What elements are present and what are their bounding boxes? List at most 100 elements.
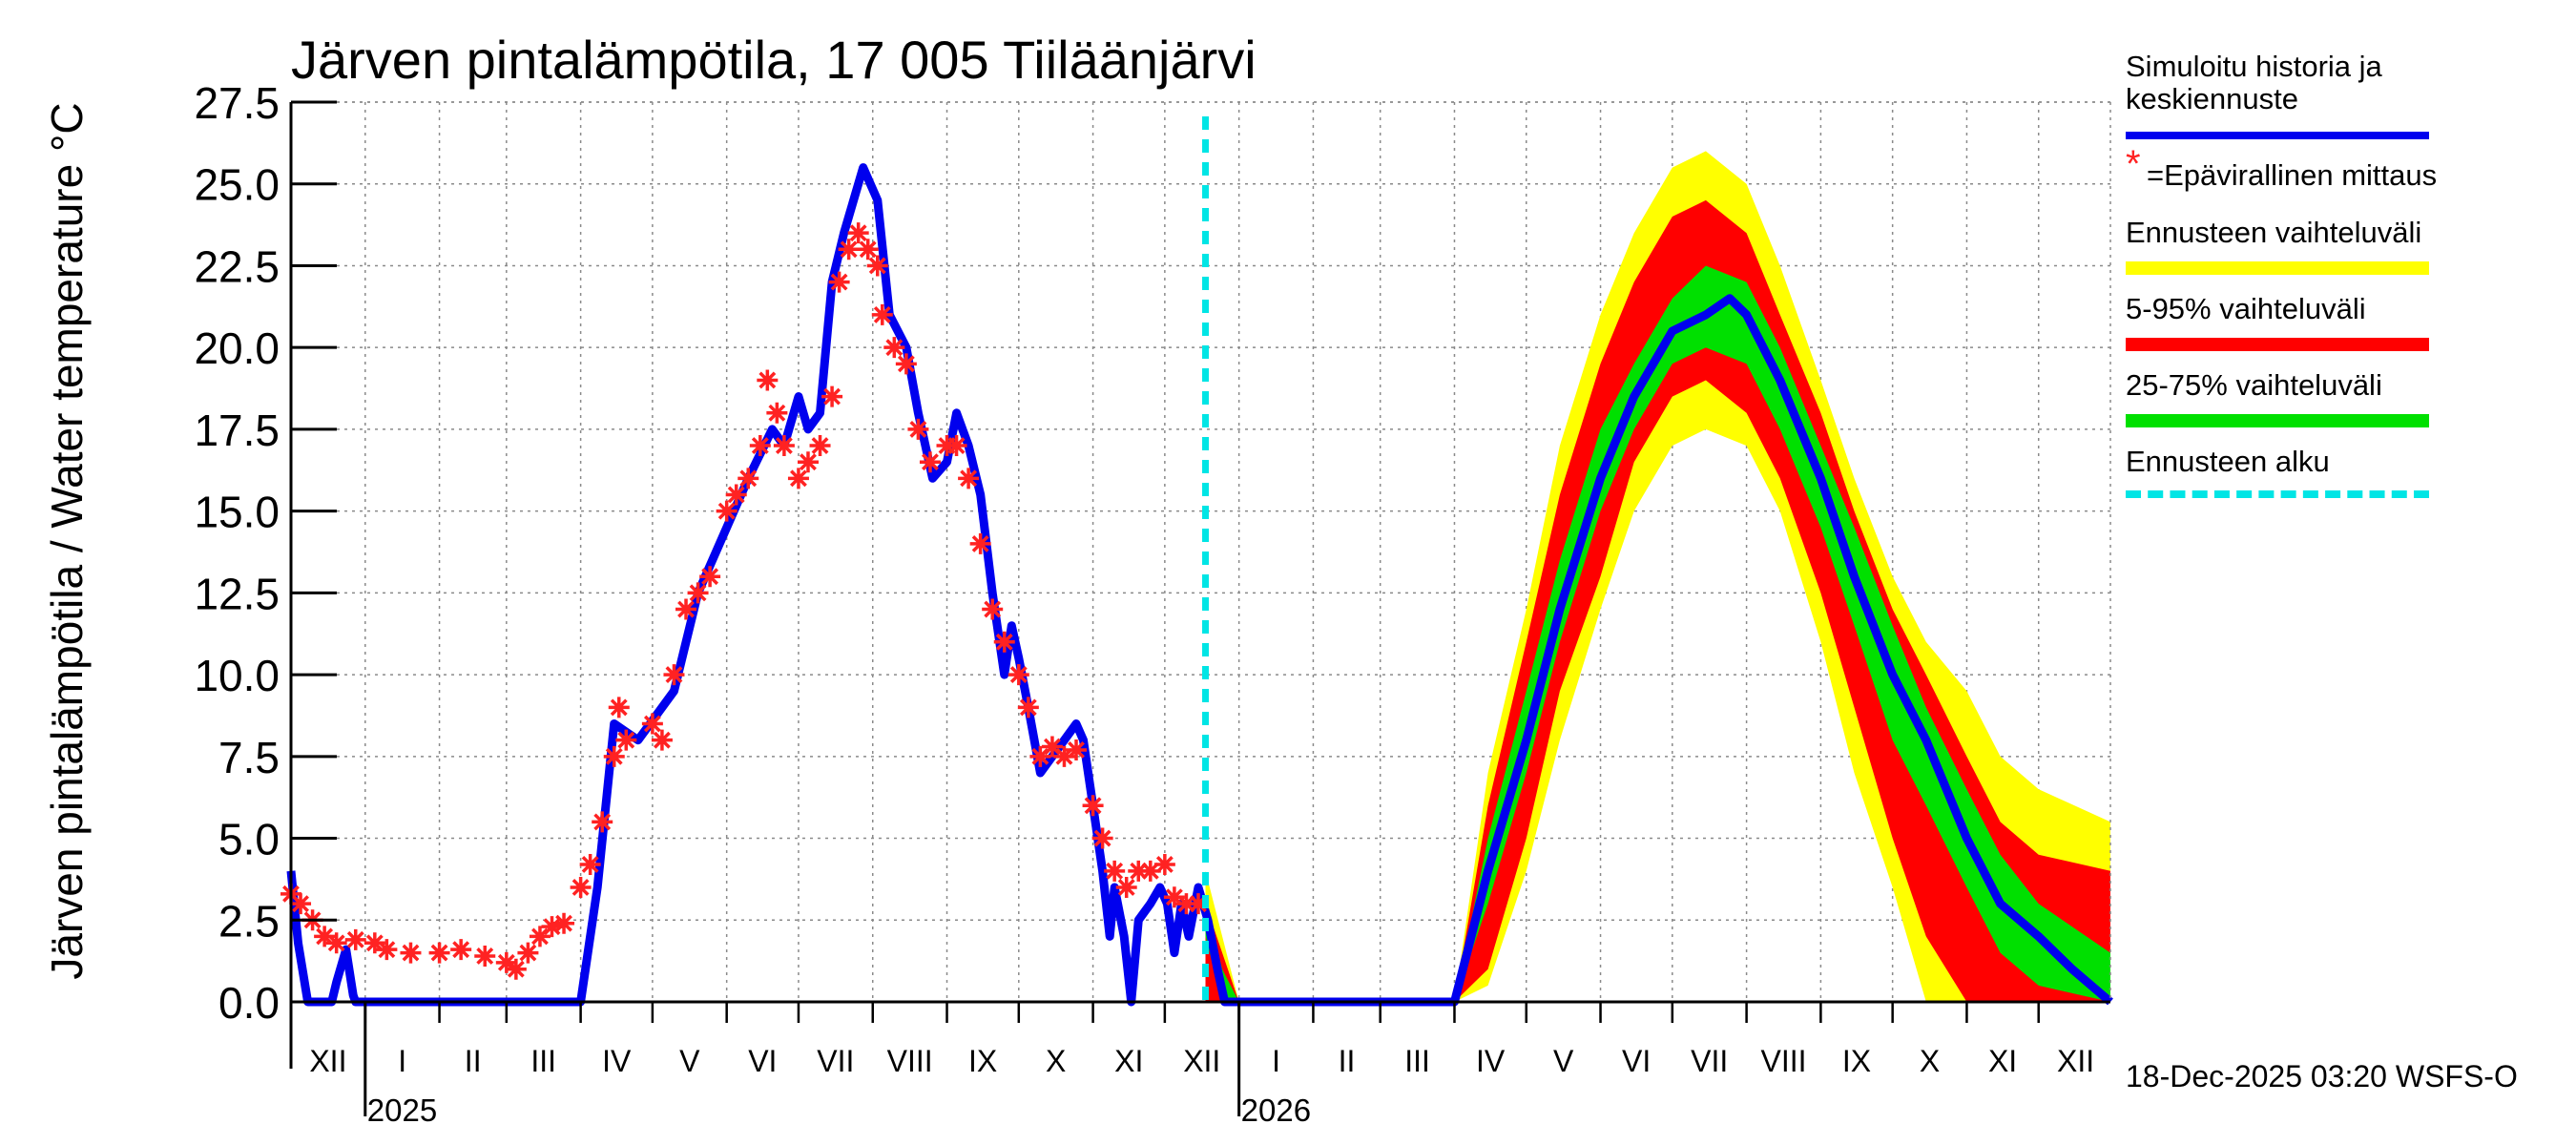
measurement-point: [757, 369, 779, 391]
measurement-point: [517, 942, 539, 964]
legend-forecast-start-label: Ennusteen alku: [2126, 445, 2330, 478]
month-label: IX: [1842, 1044, 1871, 1078]
month-labels: XII I II III IV V VI VII VIII IX X XI XII I II III IV V VI…: [309, 1002, 2094, 1078]
measurement-point: [529, 926, 551, 947]
measurement-point: [608, 697, 630, 718]
legend-25-75-label: 25-75% vaihteluväli: [2126, 368, 2382, 402]
measurement-point: [919, 451, 941, 473]
month-label: VI: [748, 1044, 777, 1078]
measurement-point: [1104, 860, 1126, 882]
measurement-point: [553, 912, 575, 934]
measurement-point: [847, 222, 869, 244]
year-label: 2025: [367, 1093, 437, 1128]
range-5-95-band: [1205, 199, 2110, 1002]
y-tick-label: 17.5: [194, 406, 280, 455]
month-label: III: [1404, 1044, 1430, 1078]
measurement-point: [866, 255, 888, 277]
measurement-point: [773, 435, 795, 457]
y-tick-label: 0.0: [218, 978, 280, 1028]
measurement-point: [883, 337, 905, 359]
month-label: VI: [1622, 1044, 1651, 1078]
month-label: X: [1920, 1044, 1940, 1078]
measurement-point: [290, 893, 312, 915]
measurement-point: [945, 435, 967, 457]
measurement-point: [400, 942, 422, 964]
legend-simulated-label-2: keskiennuste: [2126, 82, 2298, 115]
measurement-point: [1128, 860, 1150, 882]
measurement-point: [663, 664, 685, 686]
month-label: IV: [602, 1044, 632, 1078]
measurement-point: [675, 598, 697, 620]
y-tick-label: 7.5: [218, 733, 280, 782]
measurement-point: [651, 729, 673, 751]
measurement-point: [838, 239, 860, 260]
month-label: XII: [2057, 1044, 2094, 1078]
y-tick-label: 2.5: [218, 896, 280, 946]
legend-simulated-swatch: [2126, 132, 2429, 139]
month-label: V: [1553, 1044, 1574, 1078]
year-label: 2026: [1241, 1093, 1311, 1128]
measurement-point: [895, 353, 917, 375]
range-25-75-area: [1205, 265, 2110, 1002]
month-label: VII: [1691, 1044, 1728, 1078]
measurement-point: [1029, 745, 1051, 767]
measurement-point: [1017, 697, 1039, 718]
y-tick-label: 25.0: [194, 160, 280, 210]
measurement-point: [699, 566, 721, 588]
measurement-point: [828, 271, 850, 293]
y-tick-label: 15.0: [194, 488, 280, 537]
measurement-point: [314, 926, 336, 947]
measurement-point: [615, 729, 637, 751]
measurement-point: [737, 468, 759, 489]
measurement-point: [495, 951, 517, 973]
measurement-point: [1115, 876, 1137, 898]
month-label: IV: [1476, 1044, 1506, 1078]
timestamp-footer: 18-Dec-2025 03:20 WSFS-O: [2126, 1059, 2518, 1093]
y-tick-label: 12.5: [194, 569, 280, 618]
month-label: XI: [1114, 1044, 1143, 1078]
measurement-point: [1082, 795, 1104, 817]
month-label: IX: [968, 1044, 997, 1078]
y-tick-label: 22.5: [194, 241, 280, 291]
measurement-point: [749, 435, 771, 457]
measurement-point: [364, 932, 385, 954]
legend-forecast-range-label: Ennusteen vaihteluväli: [2126, 216, 2422, 249]
legend-measurement-label: =Epävirallinen mittaus: [2147, 158, 2438, 192]
measurement-point: [787, 468, 809, 489]
measurement-point: [1066, 739, 1088, 760]
measurement-point: [592, 811, 613, 833]
measurement-point: [907, 418, 929, 440]
chart-title: Järven pintalämpötila, 17 005 Tiiläänjär…: [291, 30, 1257, 90]
measurement-point: [993, 631, 1015, 653]
measurement-point: [1053, 745, 1075, 767]
measurement-point: [716, 500, 737, 522]
axes: [289, 101, 2111, 1069]
month-label: II: [1339, 1044, 1356, 1078]
measurement-point: [982, 598, 1004, 620]
measurement-point: [1187, 893, 1209, 915]
legend-measurement-marker: *: [2126, 143, 2141, 185]
month-label: VIII: [1760, 1044, 1806, 1078]
month-label: XII: [309, 1044, 346, 1078]
measurement-point: [641, 713, 663, 735]
measurement-point: [541, 916, 563, 938]
measurement-point: [376, 939, 398, 961]
month-label: III: [530, 1044, 556, 1078]
month-label: VII: [817, 1044, 854, 1078]
month-label: I: [1272, 1044, 1280, 1078]
measurement-point: [857, 239, 879, 260]
measurement-point: [1008, 664, 1029, 686]
measurement-point: [958, 468, 980, 489]
measurement-point: [450, 939, 472, 961]
month-label: XI: [1988, 1044, 2017, 1078]
measurement-point: [344, 928, 366, 950]
month-label: II: [465, 1044, 482, 1078]
measurement-point: [325, 932, 347, 954]
legend-simulated-label-1: Simuloitu historia ja: [2126, 50, 2382, 83]
year-labels: 2025 2026: [364, 1002, 1311, 1128]
legend-25-75-swatch: [2126, 414, 2429, 427]
month-label: X: [1046, 1044, 1066, 1078]
legend-5-95-swatch: [2126, 338, 2429, 351]
y-axis-label: Järven pintalämpötila / Water temperatur…: [42, 102, 92, 980]
